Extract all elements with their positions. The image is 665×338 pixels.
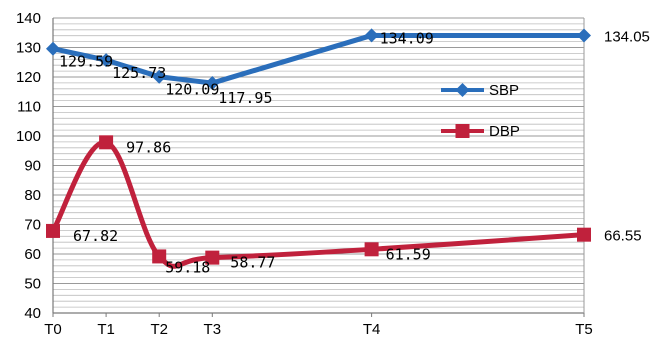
y-tick-label: 90 [24,158,41,175]
grid-layer [53,17,584,314]
point-sbp [46,41,60,56]
data-label-dbp: 59.18 [165,258,210,276]
legend-marker-dbp [455,124,470,138]
point-sbp [152,69,167,84]
x-tick-label: T2 [150,321,168,338]
point-dbp [99,135,114,150]
data-label-dbp: 66.55 [604,228,642,245]
point-sbp [577,28,591,43]
y-tick-label: 70 [24,217,41,234]
point-dbp [364,242,379,257]
point-dbp [152,249,167,264]
series-line-sbp [50,32,587,86]
x-tick-label: T5 [575,321,593,338]
y-tick-label: 100 [16,128,41,145]
x-tick-label: T4 [363,321,381,338]
y-tick-label: 110 [17,99,41,116]
y-tick-label: 80 [24,187,41,204]
data-label-sbp: 134.09 [380,29,434,47]
x-tick-label: T0 [44,321,62,338]
y-tick-label: 120 [16,69,41,86]
x-tick-label: T1 [97,321,115,338]
legend-label-dbp: DBP [489,123,520,140]
legend-marker-sbp [455,83,470,97]
y-tick-label: 130 [16,40,41,57]
legend-label-sbp: SBP [489,82,519,99]
point-dbp [205,250,220,265]
data-label-sbp: 129.59 [59,53,113,71]
legend: SBP DBP [441,82,520,140]
y-tick-label: 40 [24,305,41,322]
data-label-dbp: 67.82 [73,227,118,245]
y-tick-label: 140 [16,10,41,27]
y-tick-label: 60 [24,246,41,263]
data-label-dbp: 97.86 [126,138,171,156]
x-tick-label: T3 [204,321,222,338]
data-label-sbp: 117.95 [218,89,272,107]
point-sbp [205,76,220,91]
point-dbp [577,227,591,242]
data-label-sbp: 125.73 [112,64,166,82]
point-sbp [364,28,379,43]
data-label-sbp: 134.05 [604,29,650,46]
data-label-sbp: 120.09 [165,81,219,99]
data-label-dbp: 61.59 [386,245,431,263]
data-label-dbp: 58.77 [230,254,275,272]
point-sbp [99,53,114,68]
point-dbp [46,223,60,238]
y-tick-label: 50 [24,276,41,293]
series-layer [46,28,591,269]
